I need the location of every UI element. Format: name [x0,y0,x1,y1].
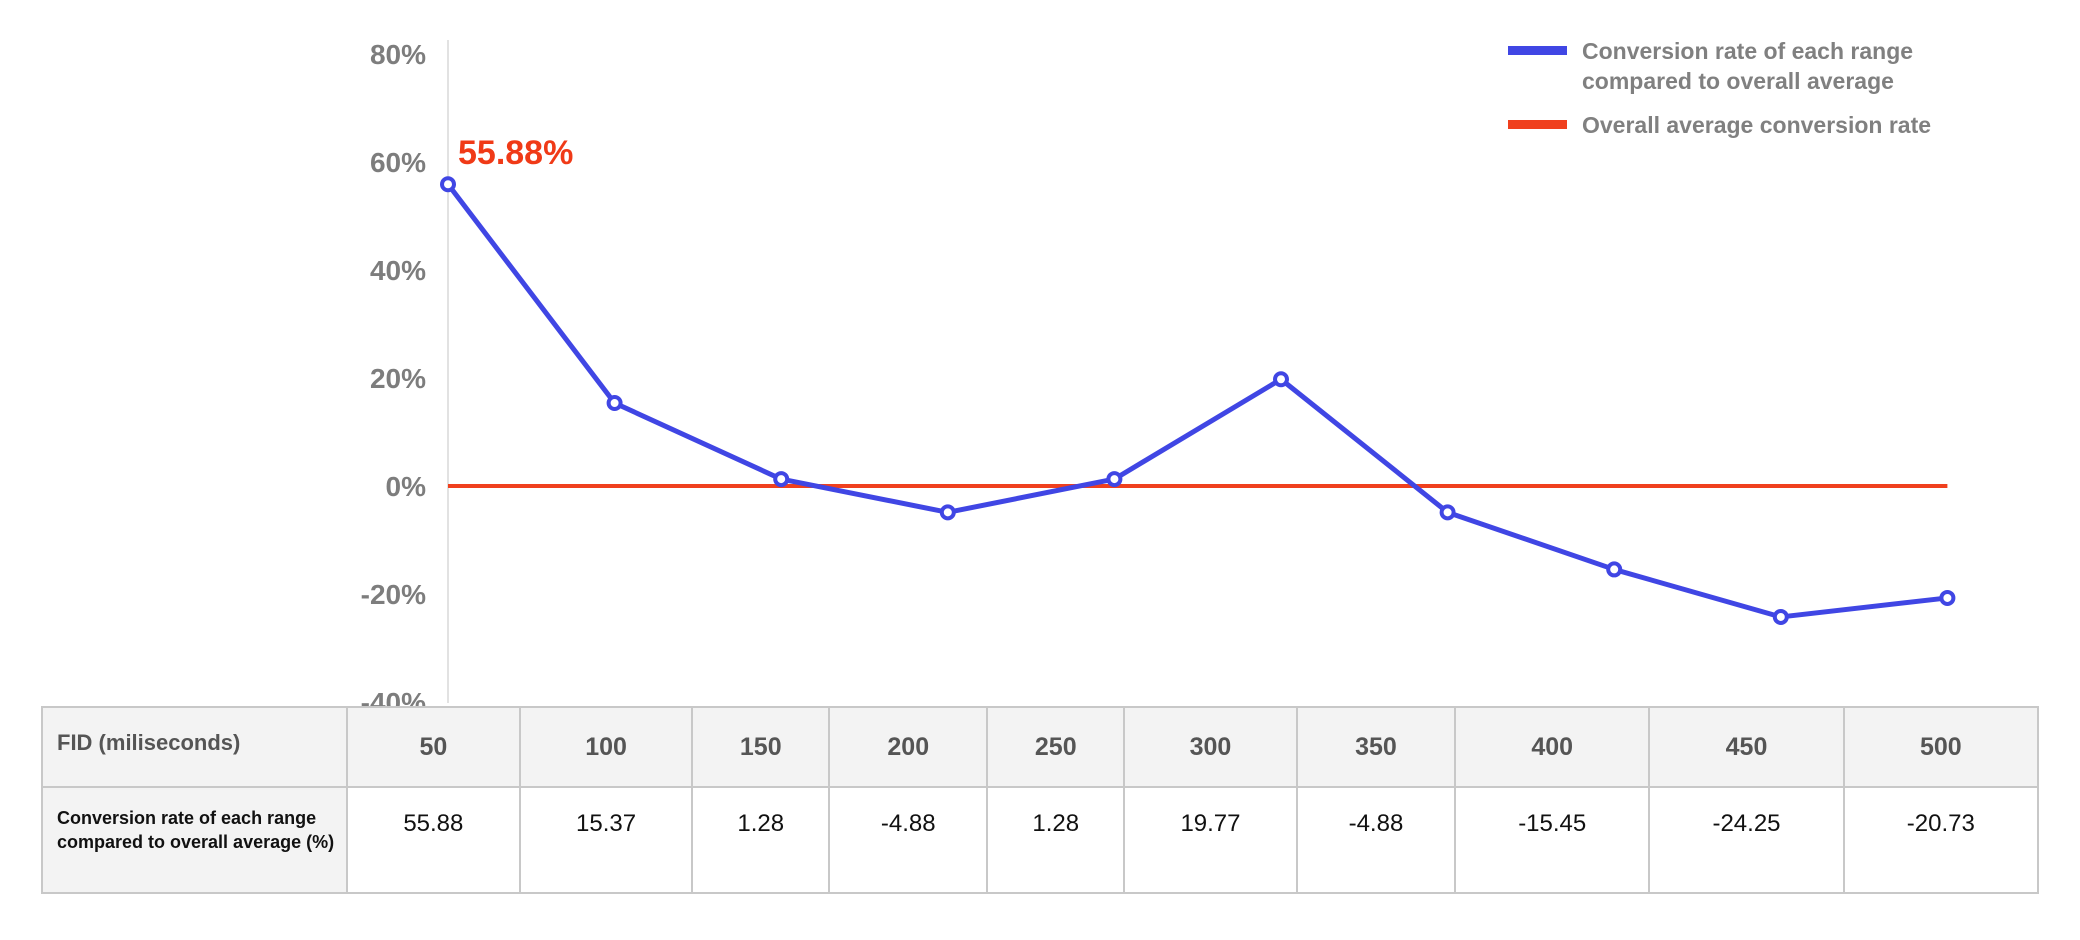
data-point [1606,561,1623,578]
fid-cell: 100 [518,706,694,788]
y-tick-label: 0% [386,471,427,502]
rate-cell: 1.28 [691,786,831,894]
fid-cell: 50 [346,706,521,788]
fid-cell: 450 [1648,706,1845,788]
data-point [440,176,456,193]
legend-swatch-red [1508,120,1567,129]
data-label: 55.88% [458,134,573,172]
fid-cell: 500 [1842,706,2040,788]
row-header-rate: Conversion rate of each range compared t… [41,786,348,894]
legend-label: Conversion rate of each range compared t… [1582,38,1914,94]
row-header-fid: FID (miliseconds) [41,706,348,788]
data-point [1106,471,1123,488]
fid-cell: 300 [1123,706,1298,788]
legend-label: Overall average conversion rate [1582,112,1932,138]
legend-swatch-blue [1508,46,1567,55]
data-point [939,504,956,521]
fid-cell: 250 [986,706,1126,788]
line-chart: 80% 60% 40% 20% 0% -20% -40% 55.88% [361,39,1956,706]
y-tick-label: -40% [361,687,426,706]
legend-item-average: Overall average conversion rate [1508,110,2002,140]
rate-cell: -15.45 [1454,786,1651,894]
data-point [1273,371,1289,388]
y-tick-label: 40% [370,255,426,286]
y-tick-label: 80% [370,39,426,70]
rate-cell: -20.73 [1842,786,2040,894]
data-table: FID (miliseconds) 50 100 150 200 250 300 350 40… [41,706,2040,894]
rate-cell: 1.28 [986,786,1126,894]
rate-cell: 15.37 [518,786,694,894]
legend: Conversion rate of each range compared t… [1508,36,2002,154]
rate-cell: 55.88 [346,786,521,894]
fid-cell: 150 [691,706,831,788]
table-row-rates: Conversion rate of each range compared t… [41,786,2040,894]
table-row-fid: FID (miliseconds) 50 100 150 200 250 300 350 40… [41,706,2040,788]
rate-cell: -24.25 [1648,786,1845,894]
data-point [1772,608,1789,625]
rate-cell: -4.88 [1295,786,1457,894]
y-tick-label: 20% [370,363,426,394]
data-point [606,395,623,412]
legend-item-series: Conversion rate of each range compared t… [1508,36,2002,96]
fid-cell: 350 [1295,706,1457,788]
rate-cell: -4.88 [828,786,989,894]
data-point [773,471,790,488]
data-point [1939,589,1956,606]
data-point [1439,504,1456,521]
fid-cell: 200 [828,706,989,788]
fid-cell: 400 [1454,706,1651,788]
y-tick-label: 60% [370,147,426,178]
rate-cell: 19.77 [1123,786,1298,894]
y-tick-label: -20% [361,579,426,610]
series-line [446,182,1948,620]
